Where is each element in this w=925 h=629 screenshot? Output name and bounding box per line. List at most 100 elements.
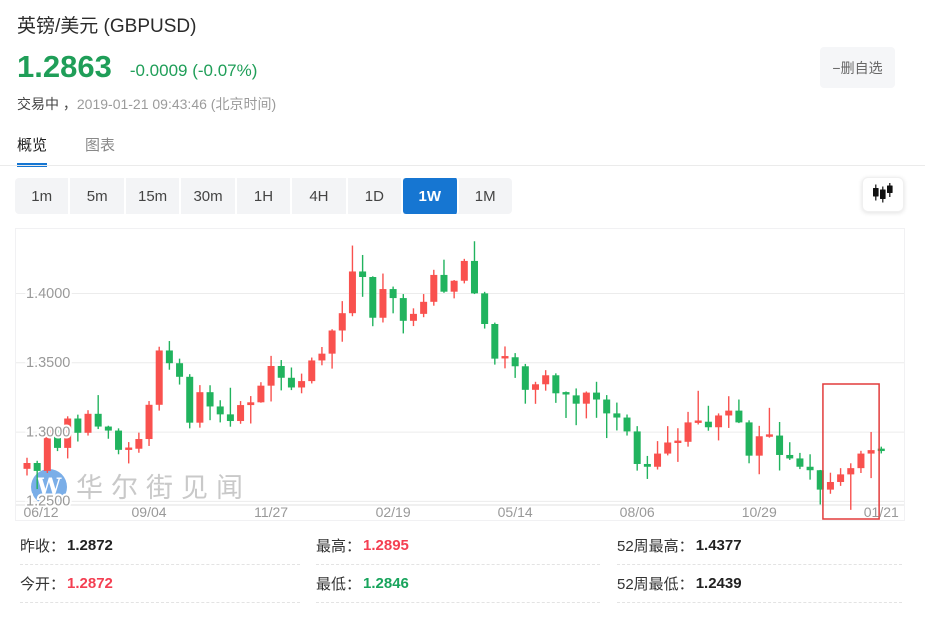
- stat-label: 52周最低：: [617, 576, 694, 593]
- candle-body: [643, 463, 651, 467]
- stat-value: 1.2872: [67, 575, 113, 592]
- highlight-box: [822, 383, 880, 520]
- stat-value: 1.4377: [695, 537, 742, 554]
- timeframe-1H[interactable]: 1H: [237, 178, 293, 214]
- candle-body: [501, 356, 509, 359]
- timeframe-1D[interactable]: 1D: [348, 178, 404, 214]
- chart-type-button[interactable]: [862, 177, 904, 212]
- candle-body: [165, 350, 173, 364]
- candle-body: [633, 431, 641, 464]
- quote-timestamp: 2019-01-21 09:43:46 (北京时间): [76, 96, 277, 112]
- candle-body: [237, 405, 245, 422]
- tab-chart[interactable]: 图表: [85, 137, 116, 154]
- x-axis-label: 08/06: [620, 504, 655, 520]
- stat-label: 昨收：: [20, 538, 66, 555]
- candle-body: [298, 381, 306, 388]
- x-axis-label: 11/27: [254, 504, 288, 520]
- candle-body: [145, 404, 153, 440]
- stat-label: 52周最高：: [617, 538, 694, 555]
- candle-body: [694, 420, 702, 423]
- candle-body: [277, 365, 285, 378]
- candle-body: [308, 360, 316, 382]
- candle-body: [521, 366, 529, 390]
- timeframe-15m[interactable]: 15m: [126, 178, 182, 214]
- trading-status-row: 交易中 ，2019-01-21 09:43:46 (北京时间): [17, 94, 276, 114]
- candle-body: [715, 415, 723, 428]
- candle-body: [806, 466, 814, 471]
- candle-body: [338, 313, 346, 331]
- candle-body: [582, 392, 590, 404]
- timeframe-30m[interactable]: 30m: [181, 178, 237, 214]
- candle-body: [837, 474, 845, 482]
- candle-body: [867, 450, 875, 454]
- candle-body: [287, 377, 295, 388]
- candle-body: [552, 375, 560, 394]
- candle-body: [267, 365, 275, 386]
- candle-body: [430, 274, 438, 302]
- stat-row: 今开： 1.2872: [20, 565, 300, 603]
- stat-row: 最高： 1.2895: [316, 527, 600, 565]
- stat-value: 1.2439: [695, 575, 742, 592]
- candle-body: [176, 363, 184, 377]
- candle-body: [674, 440, 682, 444]
- candle-body: [725, 410, 733, 416]
- x-axis-label: 02/19: [376, 504, 411, 520]
- stat-label: 最高：: [316, 538, 362, 555]
- candle-body: [857, 453, 865, 469]
- candle-body: [389, 289, 397, 299]
- candle-body: [593, 392, 601, 400]
- candle-body: [786, 454, 794, 459]
- candle-body: [74, 418, 82, 433]
- x-axis-label: 06/12: [23, 504, 58, 520]
- candle-body: [257, 385, 265, 403]
- candle-body: [745, 422, 753, 456]
- candle-body: [877, 448, 885, 452]
- candle-body: [440, 274, 448, 292]
- candle-body: [196, 392, 204, 423]
- stat-row: 昨收： 1.2872: [20, 527, 300, 565]
- candle-body: [186, 376, 194, 423]
- candle-body: [613, 413, 621, 418]
- timeframe-1W[interactable]: 1W: [403, 178, 459, 214]
- price-row: 1.2863 -0.0009 (-0.07%): [17, 50, 257, 84]
- stats-column: 昨收： 1.2872 今开： 1.2872: [20, 527, 300, 603]
- stat-row: 52周最低： 1.2439: [617, 565, 902, 603]
- candle-body: [684, 422, 692, 442]
- candle-body: [735, 410, 743, 423]
- x-axis-label: 05/14: [498, 504, 533, 520]
- candle-body: [623, 417, 631, 432]
- tab-overview[interactable]: 概览: [17, 134, 48, 167]
- candle-body: [562, 392, 570, 395]
- candle-body: [247, 402, 255, 406]
- candle-body: [318, 353, 326, 361]
- candle-body: [369, 277, 377, 318]
- wallstreetcn-logo-icon: [31, 469, 67, 505]
- y-axis-label: 1.3500: [26, 355, 70, 371]
- candle-body: [572, 395, 580, 404]
- view-tabs: 概览 图表: [17, 134, 115, 167]
- timeframe-5m[interactable]: 5m: [70, 178, 126, 214]
- x-axis-label: 09/04: [132, 504, 167, 520]
- candle-body: [460, 260, 468, 281]
- candlestick-chart[interactable]: W 华尔街见闻 1.4000 1.3500 1.3000 1.2500 06/12 09/04…: [15, 228, 905, 521]
- candle-body: [216, 406, 224, 415]
- candle-body: [532, 384, 539, 390]
- candle-body: [125, 447, 133, 450]
- candle-body: [826, 481, 834, 490]
- candle-body: [379, 289, 387, 318]
- timeframe-1m[interactable]: 1m: [15, 178, 71, 214]
- candle-body: [491, 323, 499, 359]
- candle-body: [664, 442, 672, 454]
- candle-body: [84, 413, 92, 433]
- stats-column: 最高： 1.2895 最低： 1.2846: [316, 527, 600, 603]
- candle-body: [43, 428, 51, 471]
- timeframe-1M[interactable]: 1M: [474, 187, 496, 205]
- watermark-logo-letter: W: [36, 474, 62, 500]
- stats-column: 52周最高： 1.4377 52周最低： 1.2439: [617, 527, 902, 603]
- candle-body: [135, 439, 143, 449]
- timeframe-4H[interactable]: 4H: [292, 178, 348, 214]
- candle-body: [755, 436, 763, 456]
- candle-body: [155, 350, 163, 405]
- remove-watchlist-button[interactable]: −删自选: [820, 47, 895, 88]
